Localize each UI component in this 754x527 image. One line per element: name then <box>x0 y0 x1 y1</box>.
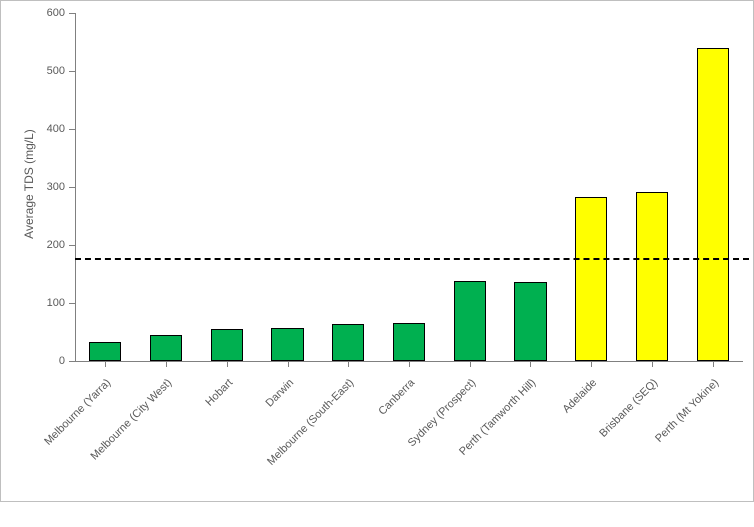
bar <box>393 323 425 361</box>
y-tick <box>69 361 75 362</box>
x-tick <box>530 361 531 367</box>
y-tick <box>69 13 75 14</box>
bar <box>514 282 546 361</box>
y-tick <box>69 187 75 188</box>
y-tick-label: 400 <box>35 123 65 135</box>
x-tick <box>227 361 228 367</box>
y-axis-line <box>75 13 76 361</box>
x-tick <box>348 361 349 367</box>
x-tick <box>652 361 653 367</box>
chart-frame: Average TDS (mg/L) 0100200300400500600Me… <box>0 0 754 502</box>
x-tick <box>409 361 410 367</box>
x-tick <box>713 361 714 367</box>
x-tick <box>470 361 471 367</box>
y-tick <box>69 245 75 246</box>
x-tick <box>166 361 167 367</box>
bar <box>332 324 364 361</box>
threshold-line <box>75 258 749 260</box>
y-tick-label: 300 <box>35 181 65 193</box>
bar <box>636 192 668 361</box>
y-tick <box>69 129 75 130</box>
bar <box>271 328 303 361</box>
y-tick <box>69 71 75 72</box>
y-axis-title: Average TDS (mg/L) <box>22 114 36 254</box>
y-tick-label: 200 <box>35 239 65 251</box>
y-tick-label: 500 <box>35 65 65 77</box>
y-tick-label: 600 <box>35 7 65 19</box>
bar <box>211 329 243 361</box>
x-tick <box>288 361 289 367</box>
bar <box>150 335 182 361</box>
x-tick <box>591 361 592 367</box>
bar <box>697 48 729 361</box>
bar <box>454 281 486 361</box>
bar <box>575 197 607 361</box>
bar <box>89 342 121 361</box>
x-tick <box>105 361 106 367</box>
y-tick-label: 0 <box>35 355 65 367</box>
y-tick-label: 100 <box>35 297 65 309</box>
y-tick <box>69 303 75 304</box>
